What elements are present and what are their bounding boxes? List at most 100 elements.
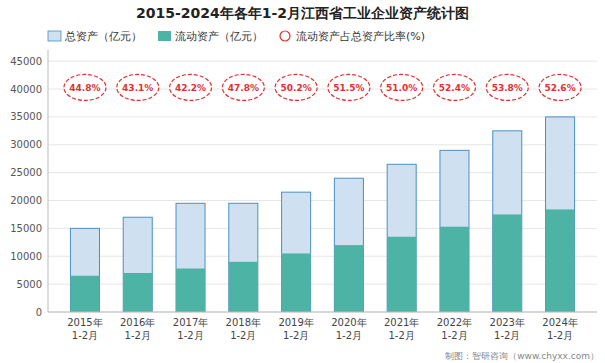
y-tick-label: 35000 xyxy=(10,111,42,122)
bar xyxy=(546,117,575,312)
y-tick-label: 15000 xyxy=(10,223,42,234)
legend-item: 流动资产占总资产比率(%) xyxy=(280,30,425,43)
bar xyxy=(334,245,363,312)
bar xyxy=(282,253,311,312)
x-tick-label-line: 2019年 xyxy=(278,317,313,328)
x-tick-label-line: 1-2月 xyxy=(389,330,415,341)
grid-line xyxy=(48,61,597,62)
bar xyxy=(176,203,205,312)
bar xyxy=(123,273,152,312)
chart: 2015-2024年各年1-2月江西省工业企业资产统计图 0 5000 10000 15… xyxy=(0,0,605,363)
grid xyxy=(48,61,597,312)
x-tick-label-line: 2017年 xyxy=(173,317,208,328)
x-tick-label: 2020年 1-2月 xyxy=(331,317,366,341)
x-tick-label: 2021年 1-2月 xyxy=(384,317,419,341)
legend-label: 流动资产（亿元） xyxy=(175,30,263,43)
data-label: 52.4% xyxy=(439,83,470,93)
ratio-circle xyxy=(275,74,317,100)
x-tick-label-line: 2021年 xyxy=(384,317,419,328)
x-tick-label-line: 1-2月 xyxy=(494,330,520,341)
bar xyxy=(176,269,205,312)
x-tick-label: 2022年 1-2月 xyxy=(437,317,472,341)
data-label: 44.8% xyxy=(69,83,100,93)
bar xyxy=(493,214,522,312)
x-tick-label-line: 1-2月 xyxy=(177,330,203,341)
ratio-circle xyxy=(117,74,159,100)
y-tick-label: 20000 xyxy=(10,195,42,206)
data-label: 51.0% xyxy=(386,83,417,93)
footer: 制图：智研咨询（www.chyxx.com） xyxy=(445,351,599,361)
legend: 总资产（亿元） 流动资产（亿元） 流动资产占总资产比率(%) xyxy=(48,30,425,43)
legend-label: 总资产（亿元） xyxy=(64,30,142,43)
grid-line xyxy=(48,116,597,117)
bar xyxy=(334,178,363,312)
data-label: 43.1% xyxy=(122,83,153,93)
x-tick-label-line: 2024年 xyxy=(542,317,577,328)
ratio-circle xyxy=(381,74,423,100)
marks xyxy=(70,117,574,312)
y-tick-label: 5000 xyxy=(17,279,42,290)
data-label: 47.8% xyxy=(228,83,259,93)
x-tick-label-line: 2023年 xyxy=(490,317,525,328)
bar xyxy=(123,217,152,312)
bar xyxy=(493,131,522,312)
x-tick-label: 2019年 1-2月 xyxy=(278,317,313,341)
x-tick-label-line: 1-2月 xyxy=(230,330,256,341)
bar xyxy=(229,262,258,312)
x-tick-label: 2016年 1-2月 xyxy=(120,317,155,341)
x-tick-label-line: 2018年 xyxy=(226,317,261,328)
x-tick-label-line: 2020年 xyxy=(331,317,366,328)
ratio-circle xyxy=(222,74,264,100)
data-label: 42.2% xyxy=(175,83,206,93)
x-tick-label-line: 2015年 xyxy=(67,317,102,328)
bar xyxy=(387,237,416,312)
legend-swatch xyxy=(280,31,290,41)
bar xyxy=(229,203,258,312)
bar xyxy=(440,227,469,312)
y-tick-label: 30000 xyxy=(10,139,42,150)
y-tick-label: 0 xyxy=(36,307,42,318)
bar xyxy=(70,228,99,312)
x-tick-label: 2017年 1-2月 xyxy=(173,317,208,341)
x-tick-label-line: 2022年 xyxy=(437,317,472,328)
x-tick-label: 2023年 1-2月 xyxy=(490,317,525,341)
x-axis-line xyxy=(48,312,597,313)
x-tick-label-line: 1-2月 xyxy=(441,330,467,341)
y-axis-line xyxy=(48,50,49,312)
bar xyxy=(546,209,575,312)
y-tick-label: 40000 xyxy=(10,84,42,95)
legend-item: 流动资产（亿元） xyxy=(158,30,263,43)
y-tick-label: 25000 xyxy=(10,167,42,178)
badges: 44.8% 43.1% 42.2% 47.8% 50.2% 51.5% 51.0% 52.4%… xyxy=(64,74,581,100)
x-tick-label-line: 1-2月 xyxy=(283,330,309,341)
bar xyxy=(70,276,99,312)
x-tick-label-line: 1-2月 xyxy=(72,330,98,341)
x-tick-label-line: 1-2月 xyxy=(125,330,151,341)
title: 2015-2024年各年1-2月江西省工业企业资产统计图 xyxy=(136,5,469,21)
ratio-circle xyxy=(486,74,528,100)
x-tick-label: 2024年 1-2月 xyxy=(542,317,577,341)
legend-item: 总资产（亿元） xyxy=(48,30,142,43)
x-tick-label-line: 1-2月 xyxy=(547,330,573,341)
legend-swatch xyxy=(48,31,61,41)
ratio-circle xyxy=(170,74,212,100)
bar xyxy=(440,150,469,312)
ratio-circle xyxy=(64,74,106,100)
ratio-circle xyxy=(328,74,370,100)
grid-line xyxy=(48,312,597,313)
y-tick-label: 45000 xyxy=(10,56,42,67)
data-label: 51.5% xyxy=(333,83,364,93)
legend-label: 流动资产占总资产比率(%) xyxy=(296,30,425,43)
x-tick-label-line: 1-2月 xyxy=(336,330,362,341)
data-label: 50.2% xyxy=(280,83,311,93)
x-tick-label: 2018年 1-2月 xyxy=(226,317,261,341)
data-label: 53.8% xyxy=(492,83,523,93)
x-tick-label-line: 2016年 xyxy=(120,317,155,328)
data-label: 52.6% xyxy=(544,83,575,93)
bar xyxy=(387,164,416,312)
y-tick-label: 10000 xyxy=(10,251,42,262)
x-tick-label: 2015年 1-2月 xyxy=(67,317,102,341)
ratio-circle xyxy=(539,74,581,100)
bar xyxy=(282,192,311,312)
ratio-circle xyxy=(433,74,475,100)
